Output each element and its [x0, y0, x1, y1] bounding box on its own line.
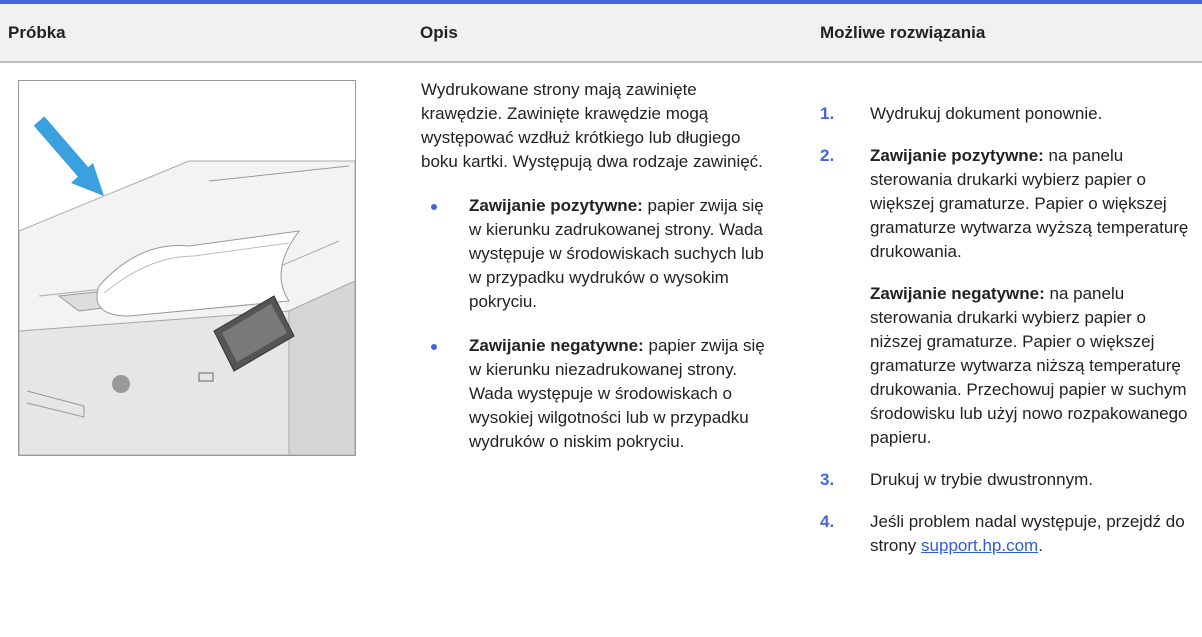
bullet-text: papier zwija się w kierunku zadrukowanej… — [469, 196, 764, 311]
bullet-item: Zawijanie pozytywne: papier zwija się w … — [421, 194, 779, 314]
solution-text: Wydrukuj dokument ponownie. — [870, 104, 1103, 123]
description-intro: Wydrukowane strony mają zawinięte krawęd… — [421, 80, 763, 171]
top-bar — [0, 0, 1202, 4]
solution-label: Zawijanie pozytywne: — [870, 146, 1044, 165]
solution-text: Jeśli problem nadal występuje, przejdź d… — [870, 512, 1185, 555]
solution-paragraph: Zawijanie pozytywne: na panelu sterowani… — [870, 144, 1200, 264]
solution-paragraph: Zawijanie negatywne: na panelu sterowani… — [870, 282, 1200, 450]
solution-item: 1. Wydrukuj dokument ponownie. — [820, 102, 1200, 126]
header-cell: Próbka — [8, 23, 66, 42]
solution-paragraph: Jeśli problem nadal występuje, przejdź d… — [870, 510, 1200, 558]
bullet-item: Zawijanie negatywne: papier zwija się w … — [421, 334, 779, 454]
bullet-list: Zawijanie pozytywne: papier zwija się w … — [421, 194, 771, 454]
solution-paragraph: Drukuj w trybie dwustronnym. — [870, 468, 1200, 492]
solution-item: 3. Drukuj w trybie dwustronnym. — [820, 468, 1200, 492]
solution-number: 4. — [820, 512, 835, 531]
bullet-label: Zawijanie pozytywne: — [469, 196, 643, 215]
solution-number: 1. — [820, 104, 835, 123]
solutions: 1. Wydrukuj dokument ponownie. 2. Zawijanie… — [820, 102, 1200, 576]
sample-image — [18, 80, 356, 456]
bullet-text: papier zwija się w kierunku niezadrukowa… — [469, 336, 765, 451]
solution-number: 3. — [820, 470, 835, 489]
header-cell: Opis — [420, 23, 458, 42]
solution-paragraph: Wydrukuj dokument ponownie. — [870, 102, 1200, 126]
bullet-label: Zawijanie negatywne: — [469, 336, 644, 355]
solution-label: Zawijanie negatywne: — [870, 284, 1045, 303]
header-cell: Możliwe rozwiązania — [820, 23, 986, 42]
support-link[interactable]: support.hp.com — [921, 536, 1039, 555]
solution-item: 4. Jeśli problem nadal występuje, przejdź… — [820, 510, 1200, 558]
solution-text: Drukuj w trybie dwustronnym. — [870, 470, 1093, 489]
table-header: Próbka Opis Możliwe rozwiązania — [0, 4, 1202, 63]
solution-text: na panelu sterowania drukarki wybierz pa… — [870, 284, 1188, 447]
description: Wydrukowane strony mają zawinięte krawęd… — [421, 78, 771, 474]
solution-item: 2. Zawijanie pozytywne: na panelu sterowa… — [820, 144, 1200, 450]
solution-text: na panelu sterowania drukarki wybierz pa… — [870, 146, 1189, 261]
solution-suffix: . — [1038, 536, 1043, 555]
solution-number: 2. — [820, 146, 835, 165]
